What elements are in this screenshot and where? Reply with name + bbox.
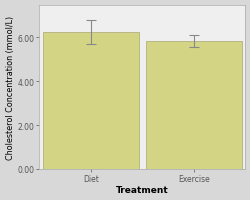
Y-axis label: Cholesterol Concentration (mmol/L): Cholesterol Concentration (mmol/L) — [6, 16, 15, 159]
Bar — [43, 33, 138, 169]
Bar — [146, 42, 241, 169]
X-axis label: Treatment: Treatment — [116, 186, 168, 194]
